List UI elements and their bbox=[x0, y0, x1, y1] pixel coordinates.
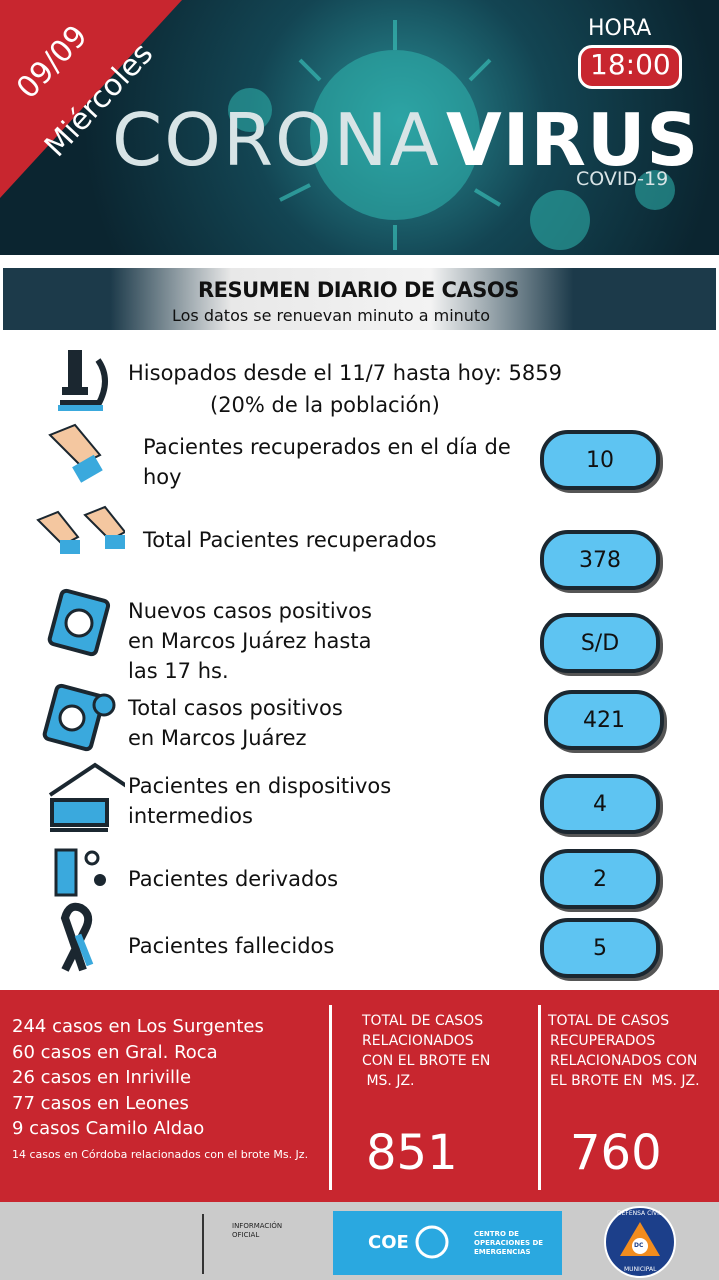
value: 421 bbox=[583, 707, 625, 733]
total-value: 851 bbox=[366, 1125, 458, 1181]
coe-head bbox=[415, 1225, 449, 1259]
row-text: Pacientes recuperados en el día de bbox=[143, 435, 511, 459]
time: 18:00 bbox=[590, 48, 671, 81]
icons bbox=[36, 350, 125, 972]
value: 5 bbox=[593, 935, 607, 961]
value: 2 bbox=[593, 866, 607, 892]
value: 378 bbox=[579, 547, 621, 573]
value-pill: S/D bbox=[540, 613, 660, 673]
pressure-icon bbox=[54, 848, 106, 897]
row-text: (20% de la población) bbox=[210, 393, 440, 417]
seal-mid: DC bbox=[634, 1242, 644, 1249]
value: 4 bbox=[593, 791, 607, 817]
bed-icon bbox=[48, 762, 125, 832]
summary-bar bbox=[3, 268, 716, 330]
coe-name: CENTRO DE bbox=[474, 1230, 519, 1238]
value-pill: 10 bbox=[540, 430, 660, 490]
row-text: Total Pacientes recuperados bbox=[143, 528, 437, 552]
virus-art bbox=[0, 0, 675, 250]
row-text: Total casos positivos bbox=[128, 696, 343, 720]
total-label: RELACIONADOS bbox=[362, 1033, 474, 1049]
summary-title: RESUMEN DIARIO DE CASOS bbox=[198, 278, 519, 302]
value-pill: 2 bbox=[540, 849, 660, 909]
value: 10 bbox=[586, 447, 614, 473]
locality: 77 casos en Leones bbox=[12, 1092, 189, 1114]
microscope-icon bbox=[58, 350, 108, 411]
locality: 244 casos en Los Surgentes bbox=[12, 1016, 264, 1037]
title-virus: VIRUS bbox=[446, 98, 700, 182]
recovered-label: EL BROTE EN MS. JZ. bbox=[550, 1073, 700, 1089]
row-text: Nuevos casos positivos bbox=[128, 599, 372, 623]
divider bbox=[329, 1005, 332, 1190]
clipboard-plus-icon bbox=[47, 588, 111, 657]
coe-name: OPERACIONES DE bbox=[474, 1239, 544, 1247]
recovered-label: RECUPERADOS bbox=[550, 1033, 656, 1049]
total-label: TOTAL DE CASOS bbox=[362, 1013, 484, 1029]
outbreak-section bbox=[0, 990, 719, 1202]
locality: 26 casos en Inriville bbox=[12, 1067, 192, 1088]
total-label: CON EL BROTE EN bbox=[362, 1053, 491, 1069]
value-pill: 421 bbox=[544, 690, 664, 750]
recovered-label: TOTAL DE CASOS bbox=[548, 1013, 670, 1029]
time-label: HORA bbox=[588, 16, 652, 41]
value: S/D bbox=[580, 630, 620, 656]
row-text: Pacientes en dispositivos bbox=[128, 774, 392, 798]
seal-top: DEFENSA CIVIL bbox=[617, 1210, 663, 1217]
header: 09/09 Miércoles HORA 18:00 CORONA VIRUS … bbox=[0, 0, 719, 255]
row-text: Pacientes derivados bbox=[128, 867, 339, 891]
time-box bbox=[578, 45, 682, 89]
locality-note: 14 casos en Córdoba relacionados con el … bbox=[12, 1148, 309, 1161]
locality: 9 casos Camilo Aldao bbox=[12, 1118, 205, 1139]
recovered-label: RELACIONADOS CON bbox=[550, 1053, 698, 1069]
ribbon-icon bbox=[60, 902, 94, 972]
footer-divider bbox=[202, 1214, 204, 1274]
recovered-value: 760 bbox=[570, 1125, 662, 1181]
seal bbox=[604, 1206, 676, 1278]
locality: 60 casos en Gral. Roca bbox=[12, 1041, 218, 1063]
title-corona: CORONA bbox=[112, 98, 441, 182]
row-text: hoy bbox=[143, 465, 182, 489]
info-line: INFORMACIÓN bbox=[232, 1222, 283, 1230]
seal-bottom: MUNICIPAL bbox=[624, 1266, 657, 1273]
row-text: en Marcos Juárez bbox=[128, 726, 307, 750]
summary-subtitle: Los datos se renuevan minuto a minuto bbox=[172, 306, 490, 325]
subtitle: COVID-19 bbox=[576, 168, 669, 190]
row-text: en Marcos Juárez hasta bbox=[128, 629, 372, 653]
clipboard-minus-icon bbox=[42, 683, 116, 752]
value-pill: 4 bbox=[540, 774, 660, 834]
divider bbox=[538, 1005, 541, 1190]
value-pill: 378 bbox=[540, 530, 660, 590]
total-label: MS. JZ. bbox=[362, 1073, 415, 1089]
clap-icon bbox=[48, 423, 103, 483]
coe: COE bbox=[368, 1232, 409, 1253]
clap-icon-double bbox=[36, 505, 125, 554]
row-text: Pacientes fallecidos bbox=[128, 934, 335, 958]
info-line: OFICIAL bbox=[232, 1231, 260, 1239]
row-text: intermedios bbox=[128, 804, 253, 828]
row-text: Hisopados desde el 11/7 hasta hoy: 5859 bbox=[128, 361, 562, 385]
row-text: las 17 hs. bbox=[128, 659, 229, 683]
coe-name: EMERGENCIAS bbox=[474, 1248, 531, 1256]
value-pill: 5 bbox=[540, 918, 660, 978]
